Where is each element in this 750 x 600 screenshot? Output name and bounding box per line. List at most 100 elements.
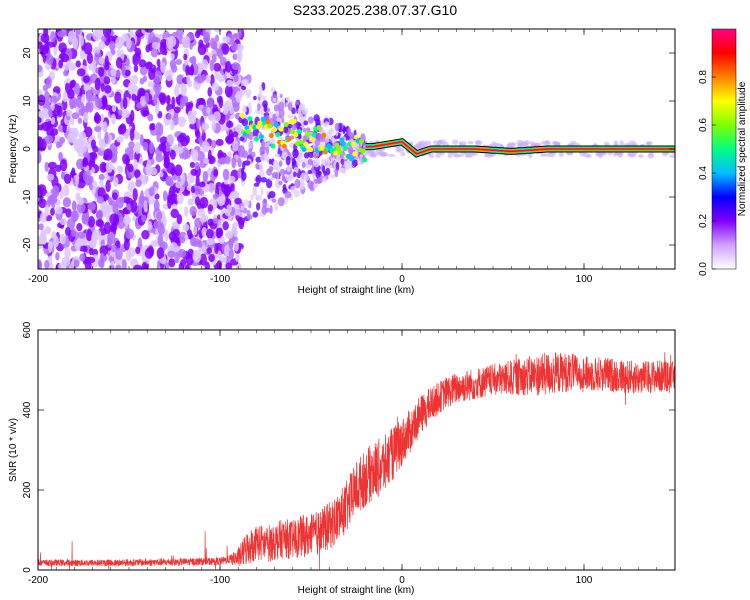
spectrogram-noise-cell — [145, 163, 151, 173]
snr-xtick-label: -100 — [210, 575, 230, 586]
spectrogram-noise-cell — [215, 138, 224, 147]
spectrogram-noise-cell — [38, 223, 44, 231]
spectrogram-noise-cell — [157, 223, 165, 235]
spectrogram-noise-cell — [111, 244, 117, 253]
spectrogram-noise-cell — [447, 152, 453, 159]
spectrogram-noise-cell — [225, 120, 234, 128]
spectrogram-signal-cell — [358, 139, 364, 145]
spectrogram-noise-cell — [300, 172, 308, 181]
spectrogram-noise-cell — [189, 205, 197, 217]
spectrogram-noise-cell — [176, 191, 184, 204]
spectrogram-noise-cell — [55, 252, 60, 261]
spectrogram-noise-cell — [53, 45, 58, 56]
spectrogram-noise-cell — [288, 142, 295, 148]
spectrogram-noise-cell — [88, 183, 94, 191]
spectrogram-noise-cell — [87, 215, 96, 228]
spectrogram-noise-cell — [125, 58, 130, 67]
spectrogram-noise-cell — [137, 206, 143, 218]
spectrogram-signal-cell — [275, 132, 281, 138]
spectrogram-noise-cell — [100, 82, 105, 92]
spectrogram-noise-cell — [56, 105, 63, 118]
spectrogram-noise-cell — [238, 212, 246, 217]
spectrogram-noise-cell — [103, 206, 111, 218]
spectrogram-noise-cell — [379, 153, 388, 158]
spectrogram-noise-cell — [76, 197, 85, 205]
spectrogram-noise-cell — [287, 102, 293, 111]
spectrogram-noise-cell — [323, 170, 327, 176]
snr-frame — [37, 329, 676, 571]
spectrogram-noise-cell — [172, 228, 180, 237]
spectrogram-noise-cell — [127, 180, 136, 193]
spectrogram-noise-cell — [155, 154, 164, 163]
spectrogram-noise-cell — [101, 95, 108, 107]
spectrogram-noise-cell — [255, 174, 262, 184]
spectrogram-noise-cell — [110, 68, 117, 77]
spectrogram-noise-cell — [251, 151, 256, 158]
spectrogram-noise-cell — [299, 105, 305, 110]
spectrogram-noise-cell — [178, 262, 184, 269]
spectrogram-noise-cell — [252, 186, 256, 195]
spectrogram-noise-cell — [133, 159, 138, 172]
spectrogram-noise-cell — [70, 210, 79, 222]
spectrogram-noise-cell — [230, 42, 238, 52]
spectrogram-noise-cell — [147, 81, 156, 88]
spectrogram-signal-cell — [270, 143, 276, 149]
spectrogram-noise-cell — [158, 142, 167, 152]
spectrogram-noise-cell — [235, 253, 240, 262]
spectrogram-noise-cell — [228, 129, 234, 140]
spectrogram-noise-cell — [184, 206, 189, 218]
spectrogram-noise-cell — [150, 122, 156, 131]
spectrogram-signal-cell — [254, 136, 260, 142]
spectrogram-noise-cell — [147, 113, 154, 122]
spectrogram-noise-cell — [192, 183, 202, 195]
spectrogram-xtick-label: -100 — [210, 274, 230, 285]
snr-xtick-label: 100 — [576, 575, 593, 586]
spectrogram-noise-cell — [111, 192, 118, 201]
spectrogram-signal-cell — [247, 116, 253, 122]
spectrogram-noise-cell — [232, 53, 238, 61]
spectrogram-noise-cell — [233, 73, 239, 83]
spectrogram-noise-cell — [38, 64, 43, 73]
spectrogram-noise-cell — [222, 36, 231, 43]
spectrogram-noise-cell — [174, 85, 180, 97]
spectrogram-noise-cell — [555, 141, 561, 145]
spectrogram-noise-cell — [435, 153, 441, 158]
spectrogram-ytick-label: 0 — [22, 146, 33, 152]
spectrogram-noise-cell — [387, 153, 396, 158]
spectrogram-noise-cell — [93, 113, 102, 124]
spectrogram-noise-cell — [317, 176, 322, 185]
spectrogram-noise-cell — [104, 84, 112, 94]
spectrogram-noise-cell — [127, 81, 134, 95]
spectrogram-noise-cell — [199, 216, 207, 223]
spectrogram-noise-cell — [307, 169, 312, 175]
spectrogram-noise-cell — [148, 186, 155, 197]
spectrogram-noise-cell — [64, 246, 71, 260]
spectrogram-noise-cell — [247, 214, 253, 220]
spectrogram-noise-cell — [224, 230, 234, 240]
spectrogram-noise-cell — [271, 171, 279, 179]
spectrogram-noise-cell — [207, 87, 213, 97]
spectrogram-noise-cell — [212, 217, 219, 224]
spectrogram-noise-cell — [162, 190, 168, 202]
spectrogram-noise-cell — [48, 108, 53, 118]
spectrogram-noise-cell — [39, 212, 47, 224]
spectrogram-noise-cell — [228, 237, 234, 250]
spectrogram-signal-cell — [311, 132, 317, 138]
spectrogram-noise-cell — [95, 219, 101, 227]
spectrogram-noise-cell — [154, 193, 160, 200]
spectrogram-noise-cell — [199, 253, 207, 266]
colorbar-tick-label: 0.4 — [698, 166, 709, 180]
spectrogram-signal-cell — [273, 122, 279, 128]
spectrogram-noise-cell — [131, 74, 139, 85]
spectrogram-noise-cell — [83, 42, 93, 55]
spectrogram-signal-cell — [337, 149, 343, 155]
spectrogram-noise-cell — [628, 153, 637, 158]
spectrogram-signal-cell — [260, 116, 266, 122]
spectrogram-noise-cell — [283, 125, 289, 134]
spectrogram-noise-cell — [88, 94, 98, 102]
spectrogram-noise-cell — [243, 80, 247, 86]
spectrogram-noise-cell — [129, 128, 135, 141]
spectrogram-signal-cell — [360, 148, 366, 154]
spectrogram-noise-cell — [145, 61, 153, 70]
spectrogram-noise-cell — [207, 155, 215, 165]
